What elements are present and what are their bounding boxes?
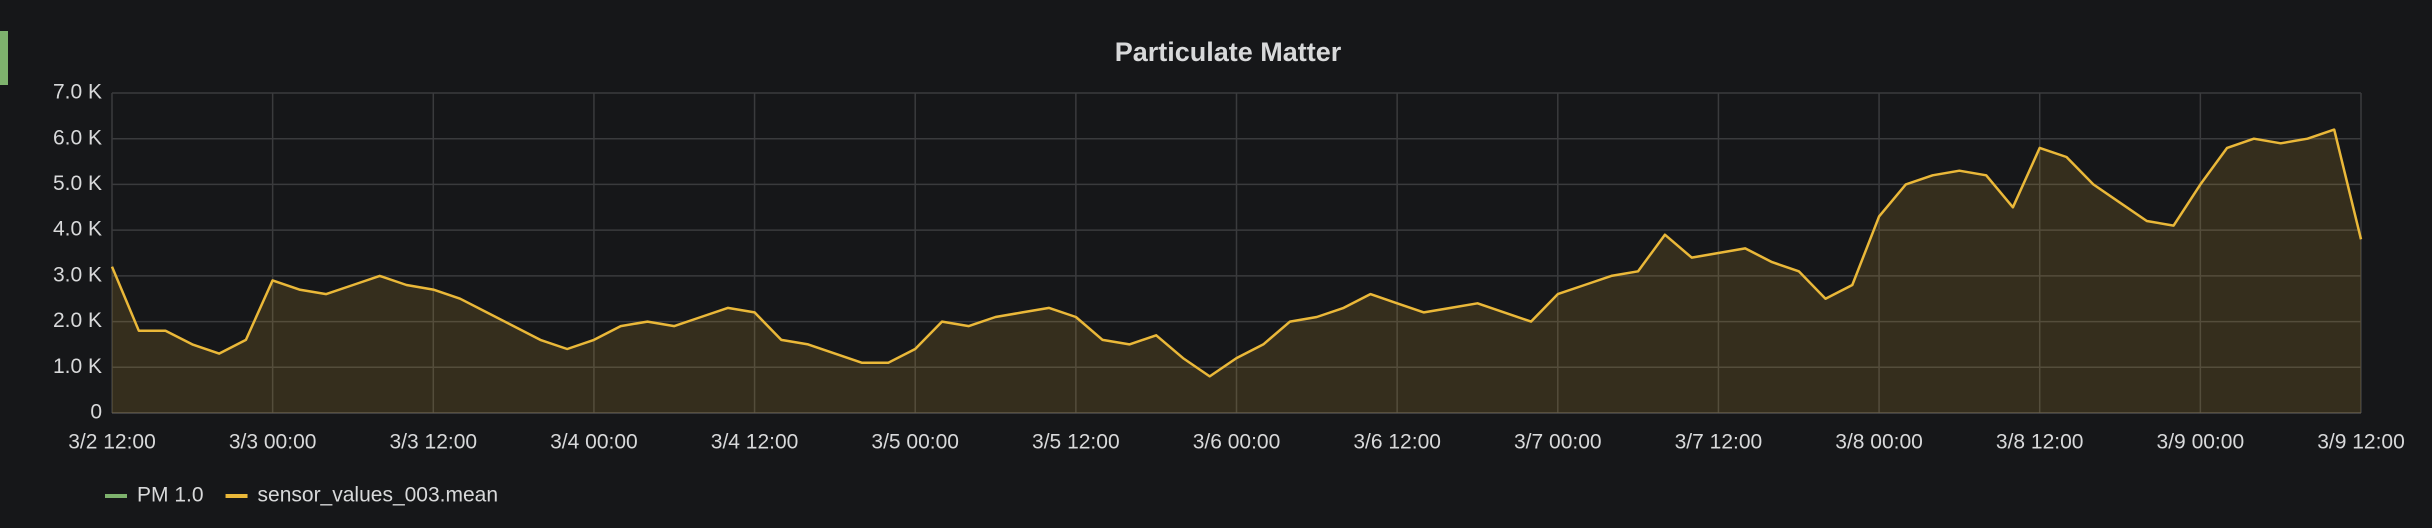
chart-title: Particulate Matter (1115, 37, 1342, 67)
series-line (110, 128, 2363, 378)
x-tick-label: 3/6 12:00 (1353, 431, 1441, 454)
y-tick-label: 3.0 K (53, 263, 102, 286)
y-tick-label: 1.0 K (53, 355, 102, 378)
x-tick-label: 3/6 00:00 (1193, 431, 1281, 454)
x-tick-label: 3/8 12:00 (1996, 431, 2084, 454)
y-tick-label: 6.0 K (53, 126, 102, 149)
y-tick-label: 5.0 K (53, 172, 102, 195)
legend-label: PM 1.0 (137, 484, 204, 507)
y-tick-label: 7.0 K (53, 81, 102, 104)
y-tick-label: 2.0 K (53, 309, 102, 332)
x-tick-label: 3/7 00:00 (1514, 431, 1602, 454)
y-tick-label: 0 (90, 401, 102, 424)
x-tick-label: 3/5 00:00 (871, 431, 959, 454)
x-tick-label: 3/3 12:00 (389, 431, 477, 454)
x-tick-label: 3/7 12:00 (1675, 431, 1763, 454)
x-tick-label: 3/2 12:00 (68, 431, 156, 454)
x-tick-label: 3/3 00:00 (229, 431, 317, 454)
x-tick-label: 3/4 12:00 (711, 431, 799, 454)
area-fill (112, 129, 2361, 413)
legend-label: sensor_values_003.mean (258, 484, 499, 507)
panel-accent (0, 31, 8, 85)
x-tick-label: 3/4 00:00 (550, 431, 638, 454)
x-tick-label: 3/5 12:00 (1032, 431, 1120, 454)
y-tick-label: 4.0 K (53, 218, 102, 241)
x-tick-label: 3/8 00:00 (1835, 431, 1923, 454)
x-tick-label: 3/9 00:00 (2157, 431, 2245, 454)
x-tick-label: 3/9 12:00 (2317, 431, 2405, 454)
